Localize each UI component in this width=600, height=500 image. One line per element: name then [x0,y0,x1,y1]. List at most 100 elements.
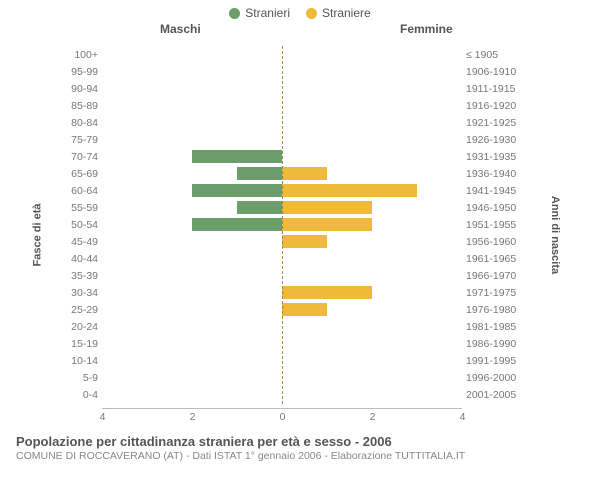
header-male: Maschi [160,22,201,36]
birth-year-label: 2001-2005 [462,389,524,401]
bar-area [102,216,462,233]
pyramid-row: 30-341971-1975 [62,284,524,301]
pyramid-chart: Fasce di età Anni di nascita 100+≤ 19059… [0,40,600,430]
birth-year-label: ≤ 1905 [462,49,524,61]
birth-year-label: 1951-1955 [462,219,524,231]
bar-male [192,150,282,163]
bar-female [282,218,372,231]
x-tick-label: 4 [100,411,106,423]
bar-area [102,233,462,250]
age-label: 25-29 [62,304,102,316]
bar-male [192,218,282,231]
pyramid-row: 5-91996-2000 [62,369,524,386]
age-label: 80-84 [62,117,102,129]
bar-area [102,284,462,301]
legend-label-female: Straniere [322,6,371,20]
bar-area [102,318,462,335]
bar-area [102,63,462,80]
pyramid-row: 0-4 2001-2005 [62,386,524,403]
birth-year-label: 1906-1910 [462,66,524,78]
bar-area [102,131,462,148]
pyramid-row: 90-941911-1915 [62,80,524,97]
pyramid-row: 80-84 1921-1925 [62,114,524,131]
bar-area [102,199,462,216]
bar-male [237,201,282,214]
pyramid-row: 50-54 1951-1955 [62,216,524,233]
age-label: 30-34 [62,287,102,299]
x-tick-label: 2 [370,411,376,423]
age-label: 20-24 [62,321,102,333]
y-axis-right-title: Anni di nascita [549,196,561,274]
pyramid-row: 20-24 1981-1985 [62,318,524,335]
age-label: 60-64 [62,185,102,197]
legend-swatch-female [306,8,317,19]
age-label: 40-44 [62,253,102,265]
x-axis: 42024 [102,408,462,424]
footer: Popolazione per cittadinanza straniera p… [0,430,600,462]
bar-female [282,303,327,316]
footer-title: Popolazione per cittadinanza straniera p… [16,434,590,449]
birth-year-label: 1996-2000 [462,372,524,384]
pyramid-row: 10-141991-1995 [62,352,524,369]
age-label: 45-49 [62,236,102,248]
x-tick-label: 2 [190,411,196,423]
pyramid-row: 25-29 1976-1980 [62,301,524,318]
bar-male [192,184,282,197]
age-label: 70-74 [62,151,102,163]
bar-female [282,286,372,299]
age-label: 75-79 [62,134,102,146]
bar-female [282,201,372,214]
birth-year-label: 1961-1965 [462,253,524,265]
pyramid-row: 55-591946-1950 [62,199,524,216]
legend-label-male: Stranieri [245,6,290,20]
age-label: 15-19 [62,338,102,350]
bar-area [102,386,462,403]
footer-subtitle: COMUNE DI ROCCAVERANO (AT) - Dati ISTAT … [16,450,590,462]
pyramid-row: 100+ ≤ 1905 [62,46,524,63]
bar-area [102,369,462,386]
age-label: 90-94 [62,83,102,95]
pyramid-row: 40-44 1961-1965 [62,250,524,267]
bar-area [102,165,462,182]
birth-year-label: 1956-1960 [462,236,524,248]
pyramid-row: 85-89 1916-1920 [62,97,524,114]
pyramid-row: 95-99 1906-1910 [62,63,524,80]
bar-area [102,148,462,165]
legend-item-female: Straniere [306,6,371,20]
pyramid-row: 45-49 1956-1960 [62,233,524,250]
pyramid-row: 35-39 1966-1970 [62,267,524,284]
age-label: 35-39 [62,270,102,282]
birth-year-label: 1966-1970 [462,270,524,282]
birth-year-label: 1921-1925 [462,117,524,129]
birth-year-label: 1976-1980 [462,304,524,316]
bar-area [102,97,462,114]
age-label: 55-59 [62,202,102,214]
header-female: Femmine [400,22,453,36]
bar-area [102,80,462,97]
birth-year-label: 1916-1920 [462,100,524,112]
bar-area [102,301,462,318]
age-label: 95-99 [62,66,102,78]
bar-area [102,182,462,199]
birth-year-label: 1941-1945 [462,185,524,197]
bar-female [282,235,327,248]
age-label: 100+ [62,49,102,61]
age-label: 10-14 [62,355,102,367]
birth-year-label: 1926-1930 [462,134,524,146]
pyramid-row: 15-19 1986-1990 [62,335,524,352]
age-label: 85-89 [62,100,102,112]
age-label: 50-54 [62,219,102,231]
birth-year-label: 1981-1985 [462,321,524,333]
bar-area [102,352,462,369]
age-label: 65-69 [62,168,102,180]
column-headers: Maschi Femmine [0,22,600,40]
birth-year-label: 1986-1990 [462,338,524,350]
x-tick-label: 4 [460,411,466,423]
bar-female [282,167,327,180]
bar-female [282,184,417,197]
bar-area [102,114,462,131]
age-label: 0-4 [62,389,102,401]
bar-area [102,46,462,63]
pyramid-row: 60-64 1941-1945 [62,182,524,199]
bar-area [102,335,462,352]
